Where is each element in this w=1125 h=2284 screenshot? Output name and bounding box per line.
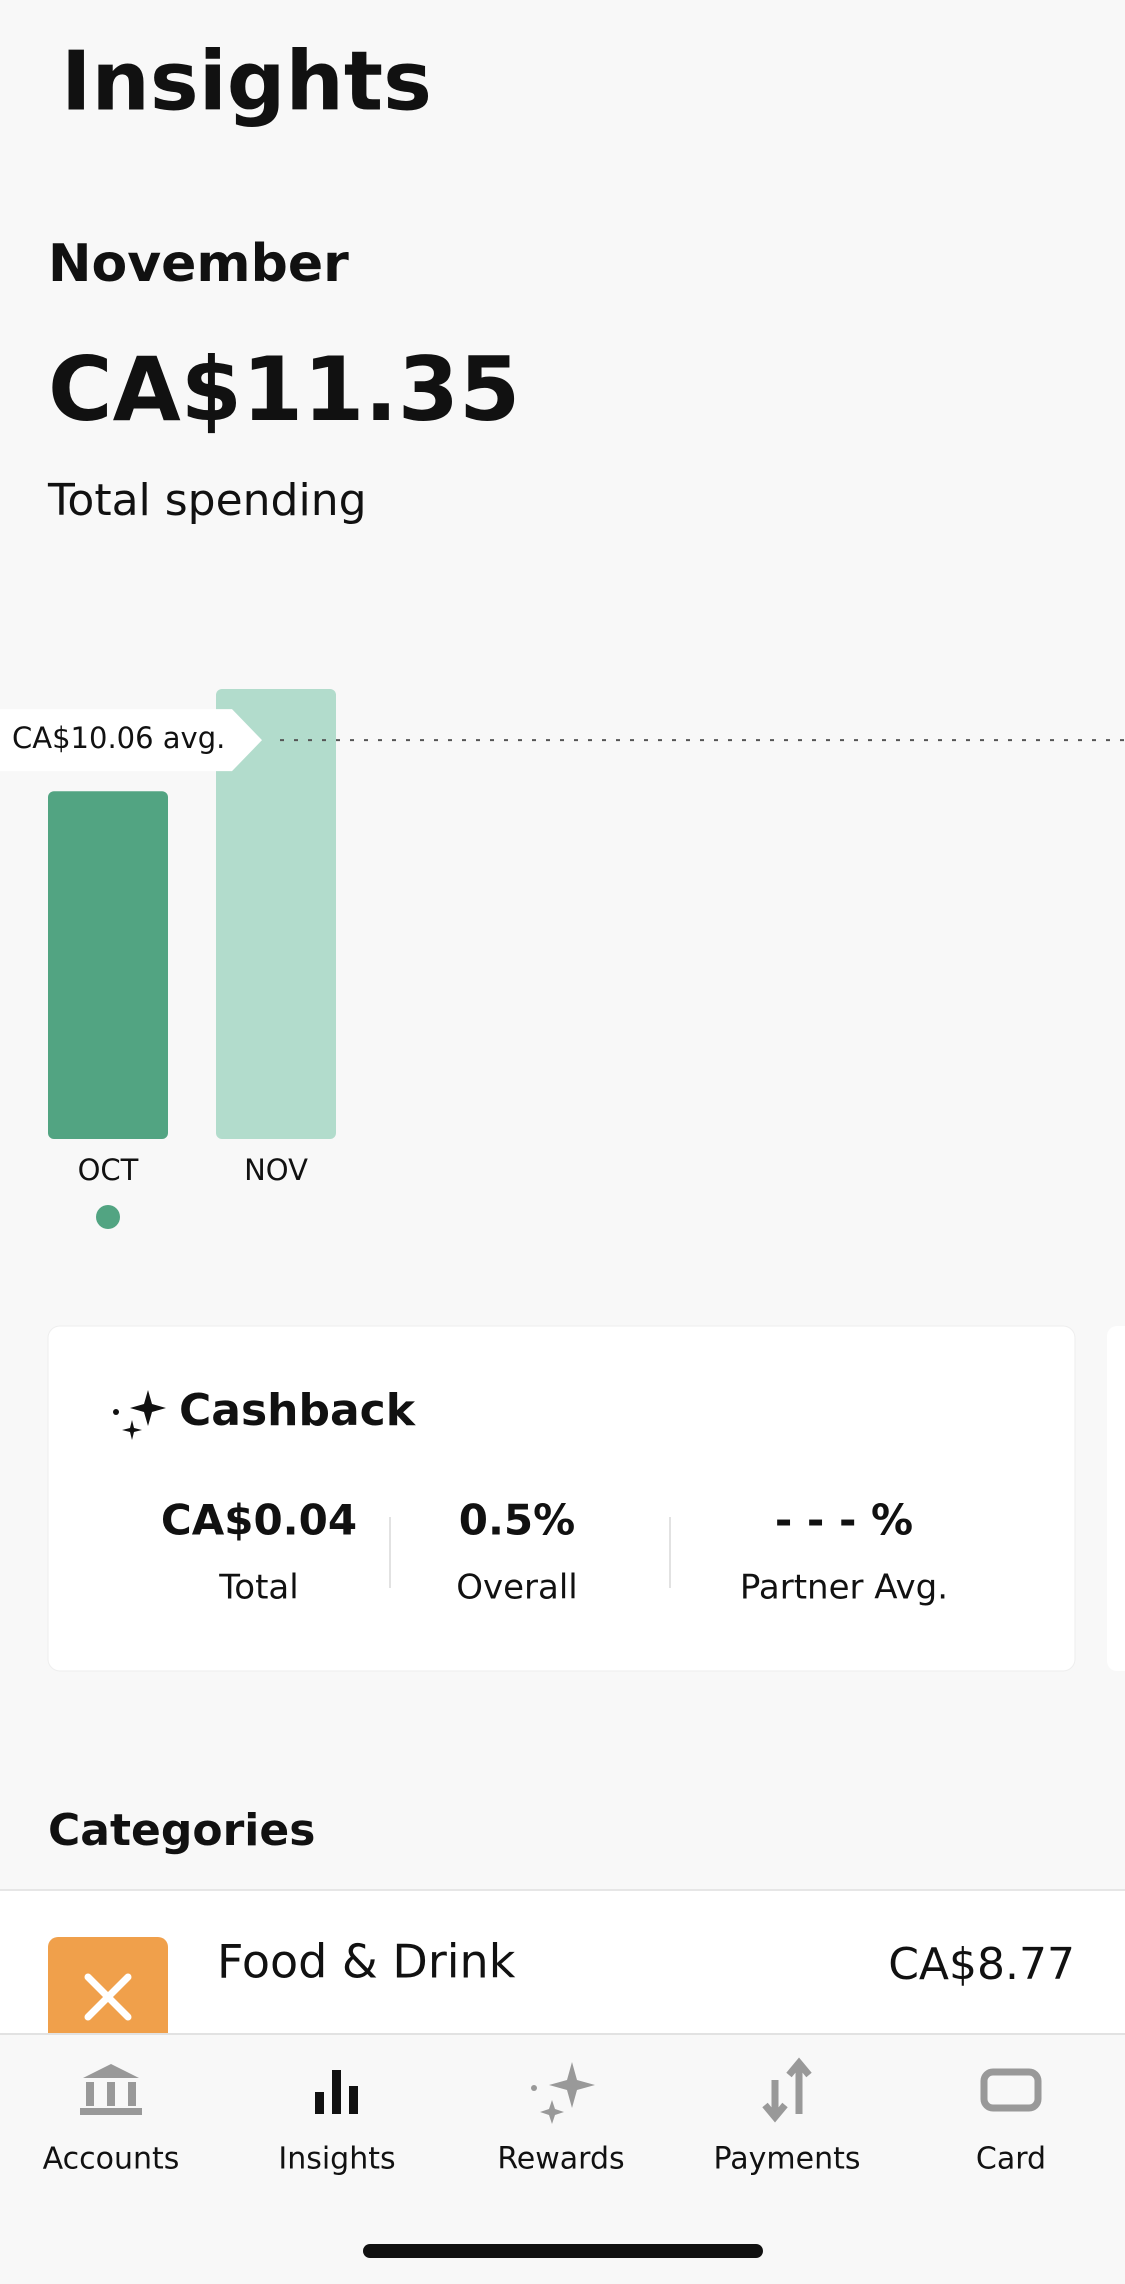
- selected-dot: [96, 1205, 120, 1229]
- home-indicator: [363, 2244, 763, 2258]
- x-label: OCT: [78, 1153, 139, 1187]
- bar[interactable]: [48, 791, 168, 1139]
- total-amount: CA$11.35: [48, 338, 520, 441]
- stat-label: Partner Avg.: [740, 1568, 948, 1608]
- payments-icon: [762, 2057, 812, 2123]
- category-name[interactable]: Food & Drink: [217, 1935, 516, 1989]
- chart: OCT NOV CA$10.06 avg.: [0, 689, 1125, 1229]
- month: November: [48, 234, 349, 294]
- stat-value: - - - %: [775, 1496, 913, 1545]
- tab-bar: [0, 2034, 1125, 2284]
- sparkle-icon: [113, 1390, 166, 1440]
- stat-label: Overall: [456, 1568, 578, 1608]
- tab-label[interactable]: Payments: [714, 2142, 861, 2177]
- cashback-card[interactable]: [47, 1325, 1076, 1672]
- food-icon: [84, 1973, 132, 2021]
- cashback-title: Cashback: [179, 1385, 417, 1436]
- x-label: NOV: [244, 1153, 308, 1187]
- cashback-stats: CA$0.04 Total 0.5% Overall - - - % Partner Av…: [161, 1496, 948, 1608]
- category-amount: CA$8.77: [888, 1939, 1075, 1990]
- bar[interactable]: [216, 689, 336, 1139]
- accounts-icon: [80, 2064, 142, 2115]
- average-label: CA$10.06 avg.: [12, 721, 225, 755]
- section-title: Categories: [48, 1805, 315, 1856]
- tab-label[interactable]: Insights: [278, 2142, 395, 2177]
- average-pill: [0, 709, 262, 772]
- stat-value: 0.5%: [459, 1496, 575, 1545]
- tab-label[interactable]: Rewards: [497, 2142, 624, 2177]
- tab-label[interactable]: Accounts: [43, 2142, 180, 2177]
- tab-labels: Accounts Insights Rewards Payments Card: [43, 2142, 1046, 2177]
- next-card[interactable]: [1107, 1326, 1125, 1671]
- rewards-icon: [531, 2062, 595, 2124]
- page-title: Insights: [61, 34, 432, 129]
- stat-value: CA$0.04: [161, 1496, 357, 1545]
- card-icon: [980, 2068, 1042, 2112]
- total-label: Total spending: [47, 475, 367, 526]
- stat-label: Total: [218, 1568, 298, 1608]
- tab-label[interactable]: Card: [976, 2142, 1046, 2177]
- insights-icon: [315, 2070, 358, 2114]
- category-list: [0, 1890, 1125, 2040]
